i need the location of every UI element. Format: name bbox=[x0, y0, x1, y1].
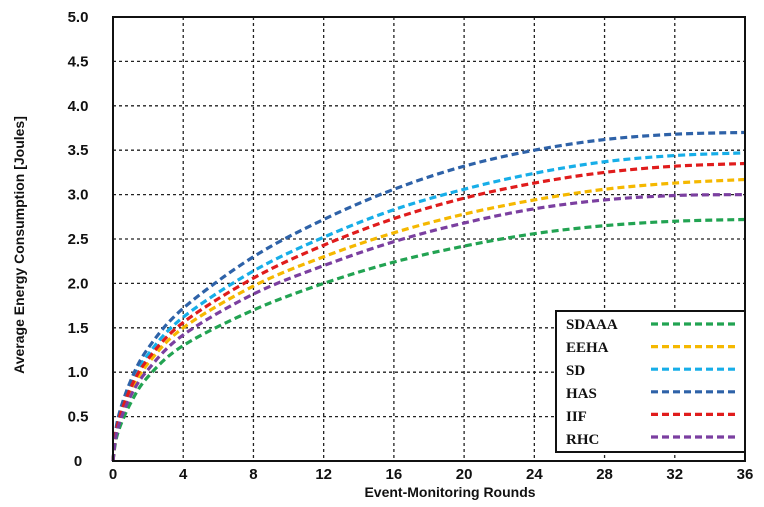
legend-label: RHC bbox=[566, 432, 599, 448]
x-tick-label: 16 bbox=[386, 466, 403, 483]
y-tick-label: 5.0 bbox=[68, 9, 89, 26]
x-tick-label: 28 bbox=[596, 466, 613, 483]
x-axis-ticks: 0 4 8 12 16 20 24 28 32 36 bbox=[109, 466, 754, 483]
plot-area bbox=[112, 16, 746, 462]
x-tick-label: 4 bbox=[179, 466, 188, 483]
y-tick-label: 4.5 bbox=[68, 53, 89, 70]
y-axis-ticks: 0 0.5 1.0 1.5 2.0 2.5 3.0 3.5 4.0 4.5 5.0 bbox=[68, 9, 89, 470]
legend-box bbox=[555, 310, 746, 453]
x-tick-label: 0 bbox=[109, 466, 117, 483]
series-line-rhc bbox=[111, 193, 746, 462]
y-tick-label: 1.0 bbox=[68, 364, 89, 381]
series-line-has bbox=[111, 130, 746, 462]
x-axis-label: Event-Monitoring Rounds bbox=[364, 484, 535, 500]
x-tick-label: 8 bbox=[249, 466, 257, 483]
y-tick-label: 0.5 bbox=[68, 409, 89, 426]
legend-label: EEHA bbox=[566, 340, 609, 356]
grid bbox=[113, 17, 745, 461]
series-line-sdaaa bbox=[111, 217, 746, 462]
legend-label: SDAAA bbox=[566, 317, 618, 333]
x-tick-label: 36 bbox=[737, 466, 754, 483]
legend: SDAAA EEHA SD HAS IIF RHC bbox=[555, 310, 746, 453]
x-tick-label: 12 bbox=[315, 466, 332, 483]
series-lines bbox=[111, 130, 746, 462]
x-tick-label: 24 bbox=[526, 466, 543, 483]
legend-label: IIF bbox=[566, 409, 587, 425]
y-tick-label: 2.0 bbox=[68, 275, 89, 292]
y-tick-label: 2.5 bbox=[68, 231, 89, 248]
y-tick-label: 4.0 bbox=[68, 98, 89, 115]
y-axis-label: Average Energy Consumption [Joules] bbox=[11, 116, 27, 374]
x-tick-label: 20 bbox=[456, 466, 473, 483]
y-tick-label: 1.5 bbox=[68, 320, 89, 337]
y-tick-label: 3.0 bbox=[68, 187, 89, 204]
legend-label: HAS bbox=[566, 386, 597, 402]
y-tick-label: 0 bbox=[74, 453, 82, 470]
series-line-iif bbox=[111, 161, 746, 462]
legend-label: SD bbox=[566, 363, 585, 379]
y-tick-label: 3.5 bbox=[68, 142, 89, 159]
x-tick-label: 32 bbox=[666, 466, 683, 483]
